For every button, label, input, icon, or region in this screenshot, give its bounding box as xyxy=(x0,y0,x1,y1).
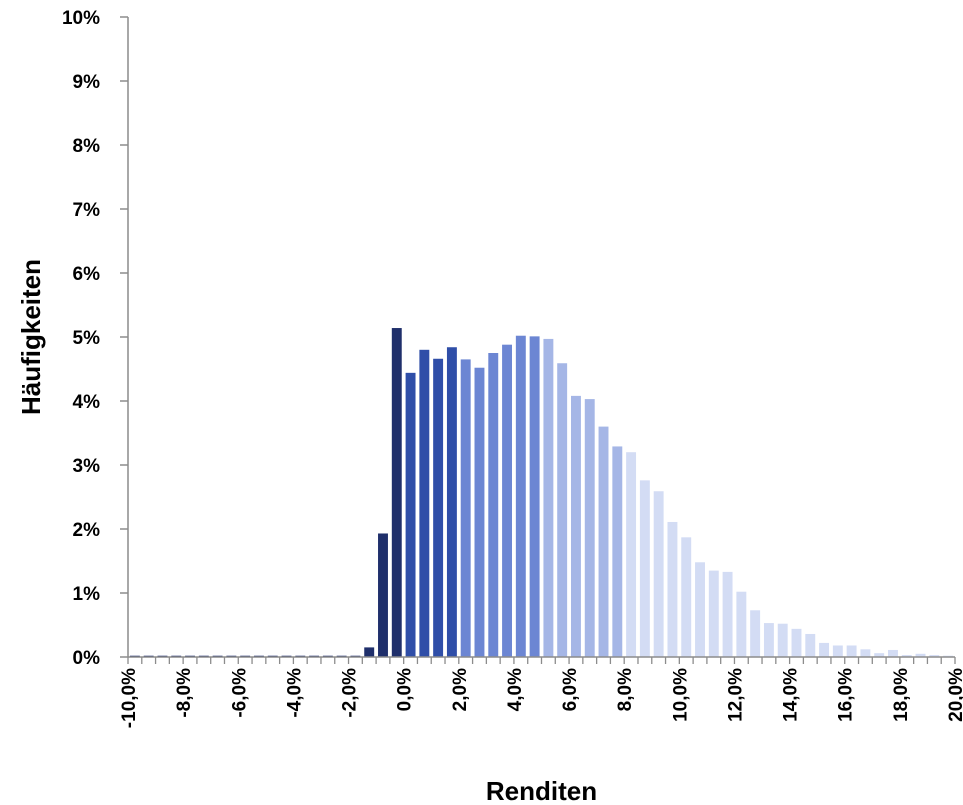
histogram-bar xyxy=(653,491,664,657)
y-tick-label: 5% xyxy=(73,328,101,349)
histogram-bar xyxy=(488,353,499,657)
histogram-bar xyxy=(681,537,692,657)
histogram-bar xyxy=(529,336,540,657)
histogram-bar xyxy=(502,344,512,657)
histogram-bar xyxy=(695,562,705,657)
histogram-bar xyxy=(888,649,898,657)
histogram-bar xyxy=(736,591,747,657)
histogram-bar xyxy=(777,623,788,657)
histogram-bar xyxy=(819,642,830,657)
histogram-bar xyxy=(750,610,761,657)
histogram-bar xyxy=(364,647,375,657)
histogram-bar xyxy=(901,655,912,657)
y-tick-label: 7% xyxy=(73,200,101,221)
histogram-bar xyxy=(474,367,485,657)
histogram-bar xyxy=(874,653,885,657)
histogram-bar xyxy=(791,628,802,657)
histogram-bar xyxy=(405,372,416,657)
x-tick-label: 0,0% xyxy=(395,668,416,711)
histogram-bar xyxy=(626,452,637,657)
y-axis-title: Häufigkeiten xyxy=(16,259,46,415)
histogram-bar xyxy=(612,446,623,657)
histogram-bar xyxy=(584,399,595,657)
histogram-bar xyxy=(763,623,774,657)
x-tick-label: 12,0% xyxy=(725,668,746,722)
x-tick-label: 16,0% xyxy=(836,668,857,722)
histogram-bar xyxy=(598,426,609,657)
y-axis-ticks: 0% 1% 2% 3% 4% 5% 6% 7% 8% 9% 10% xyxy=(62,8,128,669)
histogram-bar xyxy=(860,649,871,657)
histogram-bar xyxy=(667,521,678,657)
histogram-bar xyxy=(929,655,940,657)
y-tick-label: 6% xyxy=(73,264,101,285)
histogram-bar xyxy=(639,480,650,657)
x-axis-ticks: -10,0% -8,0% -6,0% -4,0% -2,0% 0,0% 2,0% 4,0% 6,… xyxy=(119,657,963,728)
x-tick-label: -2,0% xyxy=(340,668,361,718)
x-tick-label: 20,0% xyxy=(946,668,963,722)
histogram-bar xyxy=(391,328,402,657)
x-tick-label: -10,0% xyxy=(119,668,140,728)
x-tick-label: -8,0% xyxy=(174,668,195,718)
y-tick-label: 3% xyxy=(73,456,101,477)
histogram-bar xyxy=(433,358,444,657)
histogram-bar xyxy=(571,395,581,657)
y-tick-label: 1% xyxy=(73,584,101,605)
x-tick-label: 8,0% xyxy=(615,668,636,711)
histogram-bar xyxy=(419,349,430,657)
histogram-bar xyxy=(460,359,471,657)
y-tick-label: 0% xyxy=(73,648,101,669)
bars-group xyxy=(129,328,954,657)
x-axis-title: Renditen xyxy=(486,776,597,805)
x-tick-label: -4,0% xyxy=(284,668,305,718)
x-tick-label: 6,0% xyxy=(560,668,581,711)
x-tick-label: -6,0% xyxy=(229,668,250,718)
x-tick-label: 10,0% xyxy=(670,668,691,722)
histogram-bar xyxy=(446,347,457,657)
x-tick-label: 2,0% xyxy=(450,668,471,711)
y-tick-label: 10% xyxy=(62,8,100,29)
histogram-bar xyxy=(915,653,926,657)
histogram-bar xyxy=(708,570,719,657)
x-tick-label: 4,0% xyxy=(505,668,526,711)
y-tick-label: 9% xyxy=(73,72,101,93)
histogram-bar xyxy=(805,633,816,657)
y-tick-label: 2% xyxy=(73,520,101,541)
y-tick-label: 8% xyxy=(73,136,101,157)
histogram-bar xyxy=(543,338,554,657)
histogram-bar xyxy=(557,363,568,657)
x-tick-label: 18,0% xyxy=(891,668,912,722)
histogram-bar xyxy=(846,645,857,657)
histogram-bar xyxy=(722,571,733,657)
x-tick-label: 14,0% xyxy=(781,668,802,722)
y-tick-label: 4% xyxy=(73,392,101,413)
histogram-bar xyxy=(378,533,388,657)
histogram-bar xyxy=(515,335,526,657)
histogram-bar xyxy=(832,645,843,657)
